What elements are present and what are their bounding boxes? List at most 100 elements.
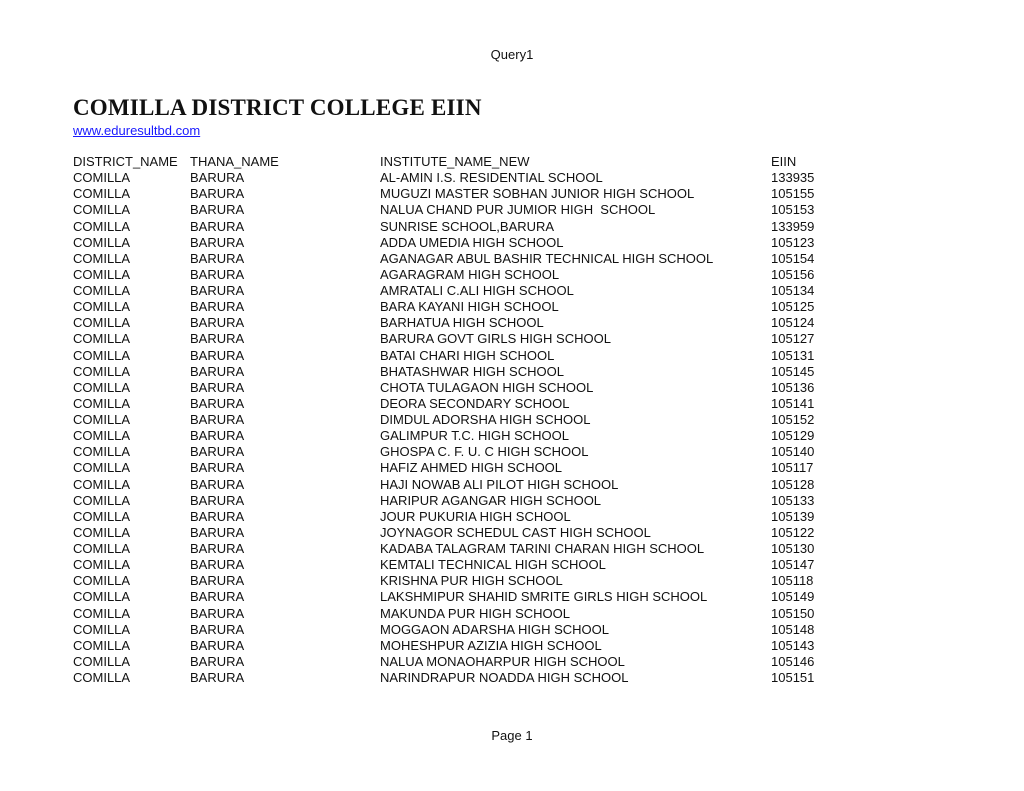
cell-eiin: 105148 [771, 621, 815, 637]
cell-institute: DEORA SECONDARY SCHOOL [380, 395, 570, 411]
page-header: Query1 [490, 47, 534, 62]
cell-institute: MUGUZI MASTER SOBHAN JUNIOR HIGH SCHOOL [380, 186, 695, 202]
table-row: COMILLA BARURA CHOTA TULAGAON HIGH SCHOOL 1… [0, 380, 1024, 396]
cell-institute: NALUA MONAOHARPUR HIGH SCHOOL [380, 653, 625, 669]
cell-eiin: 105133 [771, 492, 815, 508]
cell-thana: BARURA [190, 428, 245, 444]
cell-eiin: 105155 [771, 186, 815, 202]
cell-eiin: 105140 [771, 444, 815, 460]
cell-institute: AGARAGRAM HIGH SCHOOL [380, 266, 560, 282]
cell-thana: BARURA [190, 492, 245, 508]
cell-district: COMILLA [73, 605, 131, 621]
cell-district: COMILLA [73, 444, 131, 460]
cell-eiin: 105147 [771, 557, 815, 573]
cell-eiin: 105125 [771, 299, 815, 315]
cell-institute: AGANAGAR ABUL BASHIR TECHNICAL HIGH SCHO… [380, 250, 714, 266]
website-link[interactable]: www.eduresultbd.com [73, 123, 201, 138]
table-row: COMILLA BARURA MAKUNDA PUR HIGH SCHOOL 1051… [0, 606, 1024, 622]
cell-thana: BARURA [190, 670, 245, 685]
cell-thana: BARURA [190, 315, 245, 331]
cell-district: COMILLA [73, 170, 131, 186]
table-row: COMILLA BARURA KEMTALI TECHNICAL HIGH SCHO… [0, 557, 1024, 573]
cell-eiin: 105134 [771, 283, 815, 298]
cell-eiin: 105145 [771, 363, 815, 379]
table-row: COMILLA BARURA MUGUZI MASTER SOBHAN JUNIOR… [0, 186, 1024, 202]
document-title: COMILLA DISTRICT COLLEGE EIIN [73, 95, 482, 120]
cell-thana: BARURA [190, 170, 245, 186]
cell-eiin: 105124 [771, 315, 815, 331]
cell-eiin: 105139 [771, 508, 815, 524]
table-row: COMILLA BARURA HARIPUR AGANGAR HIGH SCHOOL… [0, 493, 1024, 509]
cell-district: COMILLA [73, 670, 131, 685]
table-row: COMILLA BARURA MOGGAON ADARSHA HIGH SCHOOL… [0, 622, 1024, 638]
table-row: COMILLA BARURA GHOSPA C. F. U. C HIGH SCHO… [0, 444, 1024, 460]
cell-district: COMILLA [73, 266, 131, 282]
table-row: COMILLA BARURA SUNRISE SCHOOL,BARURA 133959 [0, 219, 1024, 235]
cell-eiin: 105143 [771, 637, 815, 653]
cell-thana: BARURA [190, 605, 245, 621]
cell-thana: BARURA [190, 283, 245, 298]
cell-thana: BARURA [190, 250, 245, 266]
cell-eiin: 105118 [771, 573, 814, 589]
table-row: COMILLA BARURA DIMDUL ADORSHA HIGH SCHOOL 1… [0, 412, 1024, 428]
cell-eiin: 105130 [771, 541, 815, 556]
cell-institute: HAJI NOWAB ALI PILOT HIGH SCHOOL [380, 476, 619, 492]
column-header-institute: INSTITUTE_NAME_NEW [380, 154, 530, 169]
cell-district: COMILLA [73, 202, 131, 218]
cell-institute: DIMDUL ADORSHA HIGH SCHOOL [380, 412, 591, 427]
cell-district: COMILLA [73, 363, 131, 379]
cell-institute: KADABA TALAGRAM TARINI CHARAN HIGH SCHOO… [380, 541, 705, 556]
cell-thana: BARURA [190, 395, 245, 411]
column-header-thana: THANA_NAME [190, 154, 279, 169]
cell-thana: BARURA [190, 234, 245, 250]
cell-eiin: 105123 [771, 234, 815, 250]
table-row: COMILLA BARURA BARA KAYANI HIGH SCHOOL 1051… [0, 299, 1024, 315]
page-number: Page 1 [491, 728, 533, 743]
cell-eiin: 133935 [771, 170, 815, 186]
table-row: COMILLA BARURA BHATASHWAR HIGH SCHOOL 10514… [0, 364, 1024, 380]
cell-thana: BARURA [190, 476, 245, 492]
cell-thana: BARURA [190, 653, 245, 669]
cell-district: COMILLA [73, 653, 131, 669]
table-row: COMILLA BARURA HAJI NOWAB ALI PILOT HIGH S… [0, 477, 1024, 493]
table-row: COMILLA BARURA AGANAGAR ABUL BASHIR TECHNI… [0, 251, 1024, 267]
cell-thana: BARURA [190, 557, 245, 573]
cell-thana: BARURA [190, 363, 245, 379]
cell-district: COMILLA [73, 250, 131, 266]
institute-table: DISTRICT_NAME THANA_NAME INSTITUTE_NAME_… [0, 154, 1024, 686]
cell-thana: BARURA [190, 186, 245, 202]
cell-eiin: 105154 [771, 250, 815, 266]
cell-institute: HARIPUR AGANGAR HIGH SCHOOL [380, 492, 602, 508]
table-row: COMILLA BARURA JOYNAGOR SCHEDUL CAST HIGH … [0, 525, 1024, 541]
cell-eiin: 105122 [771, 524, 815, 540]
cell-district: COMILLA [73, 395, 131, 411]
cell-eiin: 105153 [771, 202, 815, 218]
cell-eiin: 105149 [771, 589, 815, 605]
cell-eiin: 105129 [771, 428, 815, 444]
cell-thana: BARURA [190, 508, 245, 524]
cell-thana: BARURA [190, 621, 245, 637]
cell-institute: KRISHNA PUR HIGH SCHOOL [380, 573, 563, 589]
cell-institute: BARHATUA HIGH SCHOOL [380, 315, 544, 331]
cell-institute: BARA KAYANI HIGH SCHOOL [380, 299, 559, 315]
cell-institute: KEMTALI TECHNICAL HIGH SCHOOL [380, 557, 606, 573]
cell-institute: SUNRISE SCHOOL,BARURA [380, 218, 555, 234]
table-row: COMILLA BARURA HAFIZ AHMED HIGH SCHOOL 1051… [0, 460, 1024, 476]
cell-thana: BARURA [190, 524, 245, 540]
cell-thana: BARURA [190, 299, 245, 315]
cell-eiin: 105136 [771, 379, 815, 395]
cell-thana: BARURA [190, 460, 245, 476]
cell-district: COMILLA [73, 524, 131, 540]
cell-institute: MOGGAON ADARSHA HIGH SCHOOL [380, 621, 609, 637]
table-row: COMILLA BARURA GALIMPUR T.C. HIGH SCHOOL 10… [0, 428, 1024, 444]
table-row: COMILLA BARURA NALUA CHAND PUR JUMIOR HIGH… [0, 202, 1024, 218]
cell-eiin: 105127 [771, 331, 815, 347]
cell-district: COMILLA [73, 347, 131, 363]
cell-institute: JOYNAGOR SCHEDUL CAST HIGH SCHOOL [380, 524, 651, 540]
table-row: COMILLA BARURA ADDA UMEDIA HIGH SCHOOL 1051… [0, 235, 1024, 251]
cell-eiin: 105128 [771, 476, 815, 492]
cell-thana: BARURA [190, 573, 245, 589]
cell-district: COMILLA [73, 428, 131, 444]
cell-eiin: 105131 [771, 347, 815, 363]
table-header-row: DISTRICT_NAME THANA_NAME INSTITUTE_NAME_… [0, 154, 1024, 170]
